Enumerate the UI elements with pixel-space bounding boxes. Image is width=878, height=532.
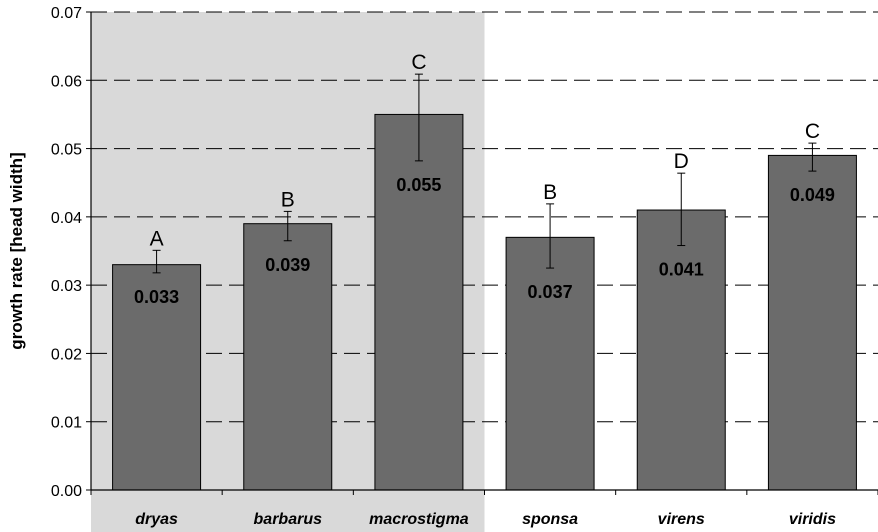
bar [374, 113, 464, 491]
group-letter: D [674, 150, 689, 173]
y-tick-label: 0.04 [51, 210, 82, 227]
error-bars [152, 73, 817, 274]
y-tick-label: 0.02 [51, 346, 82, 363]
y-tick-label: 0.05 [51, 142, 82, 159]
x-tick-label: virens [658, 511, 705, 528]
group-letter: C [411, 51, 426, 74]
value-label: 0.049 [790, 185, 835, 205]
bar [505, 236, 595, 491]
y-axis: 0.00 0.01 0.02 0.03 0.04 0.05 0.06 0.07 [51, 5, 92, 500]
group-letters: A B C B D C [150, 51, 820, 250]
group-letter: C [805, 120, 820, 143]
value-label: 0.033 [134, 287, 179, 307]
group-letter: A [150, 227, 164, 250]
x-tick-label: sponsa [522, 511, 578, 528]
value-labels: 0.033 0.039 0.055 0.037 0.041 0.049 [134, 175, 835, 307]
y-tick-label: 0.01 [51, 415, 82, 432]
bar [112, 264, 202, 491]
bar [636, 209, 726, 491]
x-tick-label: viridis [789, 511, 836, 528]
y-tick-label: 0.07 [51, 5, 82, 22]
value-label: 0.039 [265, 255, 310, 275]
y-axis-label: growth rate [head width] [7, 152, 26, 349]
x-tick-label: barbarus [254, 511, 323, 528]
bar [767, 154, 857, 491]
x-axis: dryas barbarus macrostigma sponsa virens viri… [90, 489, 878, 528]
gridlines [91, 11, 878, 423]
group-letter: B [543, 181, 557, 204]
group-letter: B [281, 188, 295, 211]
shaded-region-axis [91, 490, 485, 532]
x-tick-label: dryas [135, 511, 178, 528]
value-label: 0.037 [528, 282, 573, 302]
y-tick-label: 0.03 [51, 278, 82, 295]
y-tick-label: 0.00 [51, 483, 82, 500]
bar [243, 223, 333, 491]
value-label: 0.055 [396, 175, 441, 195]
y-tick-label: 0.06 [51, 73, 82, 90]
bars [112, 113, 857, 491]
x-tick-label: macrostigma [369, 511, 469, 528]
value-label: 0.041 [659, 260, 704, 280]
